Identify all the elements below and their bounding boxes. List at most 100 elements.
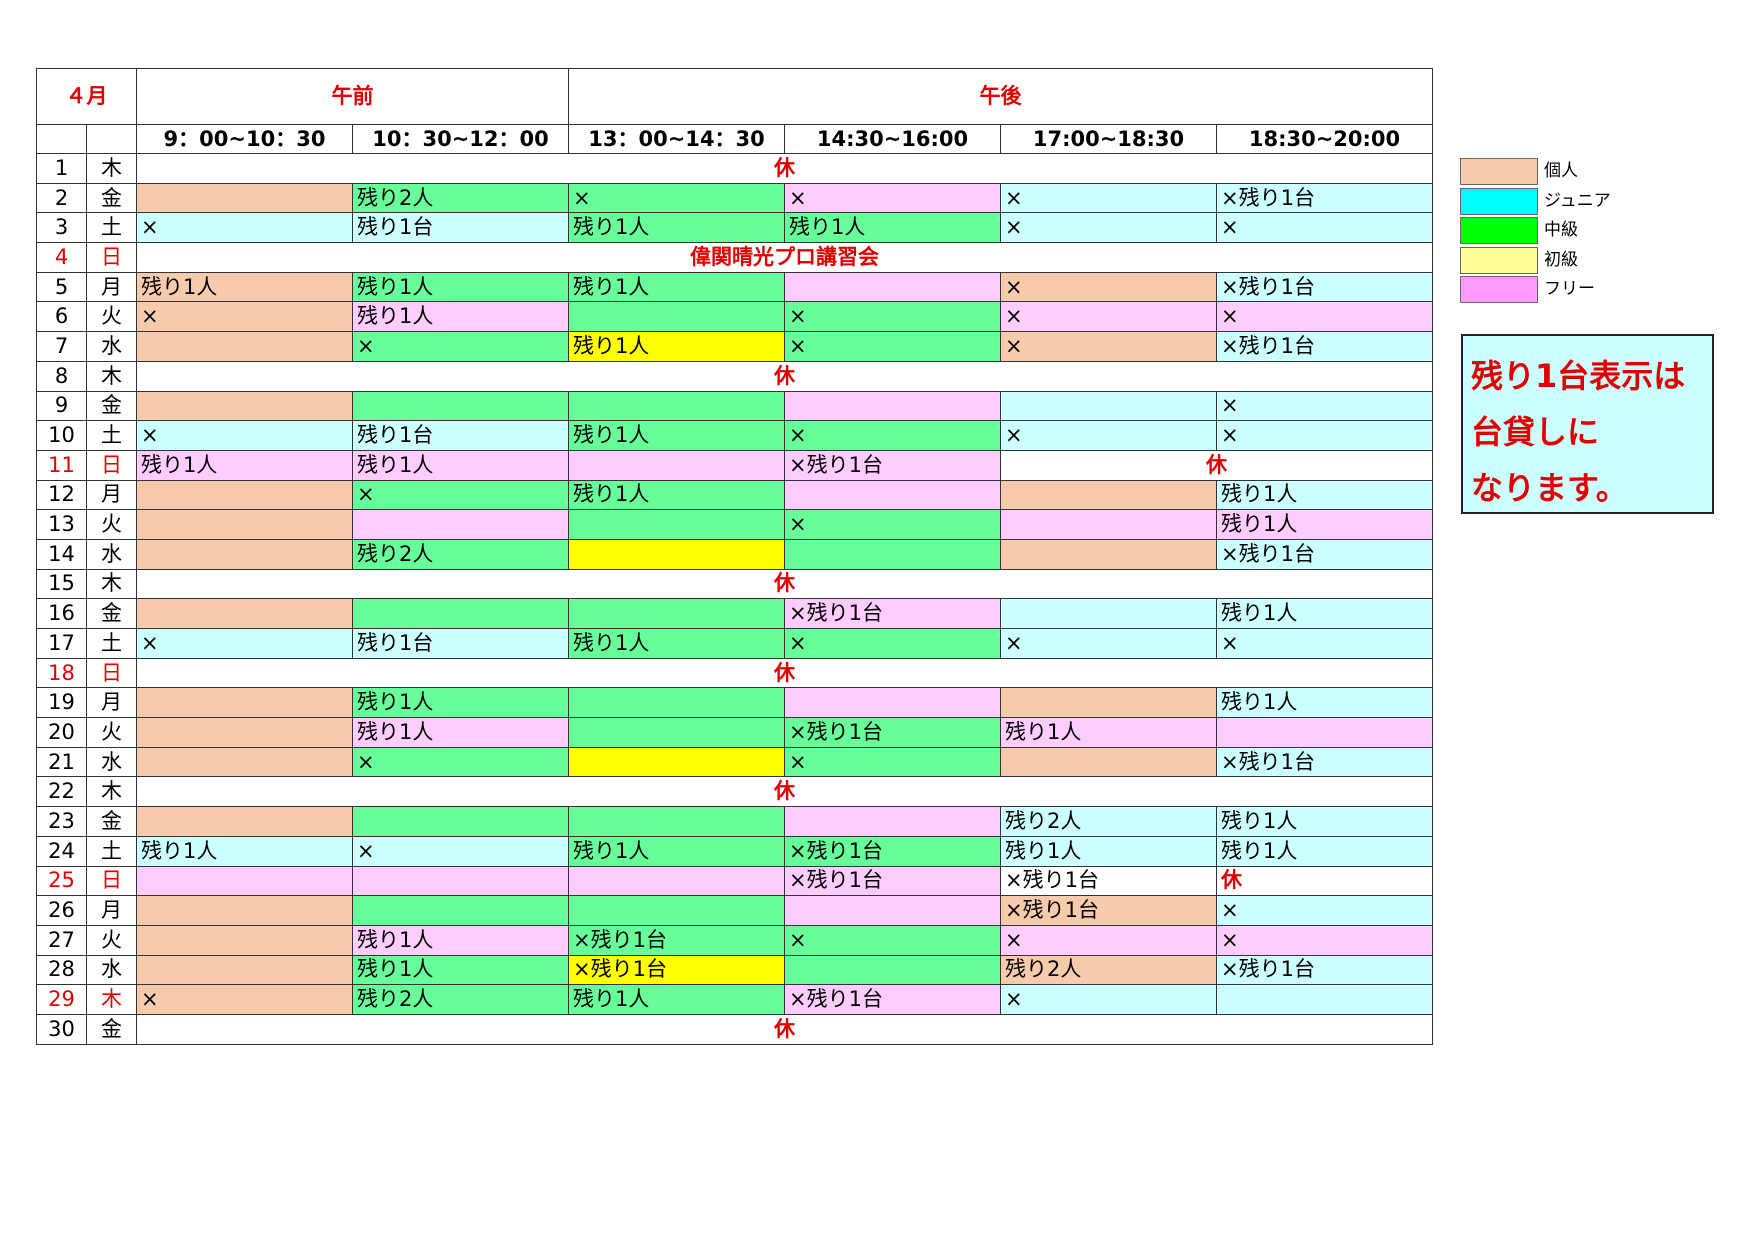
slot-cell[interactable]: × — [568, 182, 785, 214]
slot-cell[interactable] — [136, 331, 353, 362]
slot-cell[interactable]: × — [784, 331, 1001, 362]
slot-cell[interactable]: 残り1台 — [352, 212, 569, 244]
slot-cell[interactable]: × — [1000, 628, 1217, 659]
slot-cell[interactable]: 残り1人 — [352, 687, 569, 719]
slot-cell[interactable]: × — [136, 420, 353, 451]
slot-cell[interactable]: × — [1000, 271, 1217, 303]
slot-cell[interactable]: ×残り1台 — [1216, 538, 1433, 570]
slot-cell[interactable]: 残り1人 — [352, 301, 569, 333]
slot-cell[interactable]: 残り1人 — [568, 331, 785, 362]
slot-cell[interactable] — [1000, 390, 1217, 422]
slot-cell[interactable]: × — [136, 984, 353, 1015]
slot-cell[interactable]: 残り1台 — [352, 628, 569, 659]
slot-cell[interactable] — [136, 479, 353, 511]
slot-cell[interactable] — [136, 687, 353, 719]
slot-cell[interactable]: 残り1人 — [568, 479, 785, 511]
slot-cell[interactable]: ×残り1台 — [784, 865, 1001, 897]
slot-cell[interactable]: × — [784, 301, 1001, 333]
slot-cell[interactable]: 残り1人 — [352, 271, 569, 303]
slot-cell[interactable]: ×残り1台 — [784, 449, 1001, 481]
slot-cell[interactable] — [352, 895, 569, 926]
slot-cell[interactable]: ×残り1台 — [1216, 746, 1433, 778]
slot-cell[interactable]: × — [784, 746, 1001, 778]
slot-cell[interactable] — [136, 924, 353, 956]
slot-cell[interactable]: × — [1000, 182, 1217, 214]
slot-cell[interactable] — [568, 717, 785, 748]
slot-cell[interactable] — [784, 479, 1001, 511]
slot-cell[interactable]: 残り1人 — [1216, 509, 1433, 540]
slot-cell[interactable]: ×残り1台 — [568, 924, 785, 956]
slot-cell[interactable] — [784, 687, 1001, 719]
slot-cell[interactable] — [568, 538, 785, 570]
slot-cell[interactable]: × — [1000, 984, 1217, 1015]
slot-cell[interactable] — [352, 598, 569, 629]
slot-cell[interactable]: ×残り1台 — [1000, 865, 1217, 897]
slot-cell[interactable]: 残り1人 — [352, 954, 569, 986]
slot-cell[interactable] — [568, 806, 785, 837]
slot-cell[interactable]: ×残り1台 — [1216, 954, 1433, 986]
slot-cell[interactable]: 残り1人 — [1000, 717, 1217, 748]
slot-cell[interactable] — [136, 717, 353, 748]
slot-cell[interactable]: 残り1人 — [568, 835, 785, 867]
slot-cell[interactable]: × — [352, 479, 569, 511]
slot-cell[interactable] — [1000, 538, 1217, 570]
slot-cell[interactable]: ×残り1台 — [568, 954, 785, 986]
slot-cell[interactable] — [352, 865, 569, 897]
slot-cell[interactable]: ×残り1台 — [1216, 271, 1433, 303]
slot-cell[interactable]: × — [352, 331, 569, 362]
slot-cell[interactable] — [1216, 717, 1433, 748]
slot-cell[interactable]: × — [1216, 924, 1433, 956]
slot-cell[interactable] — [352, 806, 569, 837]
slot-cell[interactable]: 残り1人 — [784, 212, 1001, 244]
slot-cell[interactable] — [136, 806, 353, 837]
slot-cell[interactable]: 残り1人 — [568, 271, 785, 303]
slot-cell[interactable]: 残り1人 — [136, 449, 353, 481]
slot-cell[interactable]: 残り1人 — [568, 984, 785, 1015]
slot-cell[interactable]: ×残り1台 — [784, 984, 1001, 1015]
slot-cell[interactable]: 残り1人 — [352, 449, 569, 481]
slot-cell[interactable]: 残り1人 — [352, 924, 569, 956]
slot-cell[interactable]: × — [784, 182, 1001, 214]
slot-cell[interactable]: × — [784, 420, 1001, 451]
slot-cell[interactable] — [352, 509, 569, 540]
slot-cell[interactable]: 残り1台 — [352, 420, 569, 451]
slot-cell[interactable]: × — [1216, 212, 1433, 244]
slot-cell[interactable]: 残り1人 — [568, 420, 785, 451]
slot-cell[interactable]: × — [784, 924, 1001, 956]
slot-cell[interactable] — [1000, 598, 1217, 629]
slot-cell[interactable]: × — [352, 746, 569, 778]
slot-cell[interactable] — [136, 895, 353, 926]
slot-cell[interactable]: × — [1000, 924, 1217, 956]
slot-cell[interactable]: ×残り1台 — [1000, 895, 1217, 926]
slot-cell[interactable] — [352, 390, 569, 422]
slot-cell[interactable] — [1000, 687, 1217, 719]
slot-cell[interactable] — [136, 390, 353, 422]
slot-cell[interactable] — [136, 538, 353, 570]
slot-cell[interactable] — [784, 806, 1001, 837]
slot-cell[interactable]: 残り1人 — [352, 717, 569, 748]
slot-cell[interactable]: 残り2人 — [1000, 954, 1217, 986]
slot-cell[interactable] — [568, 865, 785, 897]
slot-cell[interactable]: 残り1人 — [1216, 687, 1433, 719]
slot-cell[interactable] — [568, 390, 785, 422]
slot-cell[interactable] — [568, 509, 785, 540]
slot-cell[interactable]: ×残り1台 — [784, 835, 1001, 867]
slot-cell[interactable]: 残り2人 — [352, 182, 569, 214]
slot-cell[interactable] — [568, 895, 785, 926]
slot-cell[interactable]: 残り1人 — [136, 835, 353, 867]
slot-cell[interactable] — [568, 449, 785, 481]
slot-cell[interactable] — [568, 687, 785, 719]
slot-cell[interactable]: ×残り1台 — [784, 717, 1001, 748]
slot-cell[interactable]: × — [136, 628, 353, 659]
slot-cell[interactable]: 残り1人 — [1216, 479, 1433, 511]
slot-cell[interactable]: 残り1人 — [1216, 598, 1433, 629]
slot-cell[interactable]: × — [1216, 390, 1433, 422]
slot-cell[interactable]: × — [1216, 420, 1433, 451]
slot-cell[interactable] — [136, 954, 353, 986]
slot-cell[interactable]: 残り1人 — [568, 212, 785, 244]
slot-cell[interactable]: × — [1216, 301, 1433, 333]
slot-cell[interactable]: × — [1000, 301, 1217, 333]
slot-cell[interactable] — [136, 746, 353, 778]
slot-cell[interactable] — [1216, 984, 1433, 1015]
slot-cell[interactable]: × — [784, 628, 1001, 659]
